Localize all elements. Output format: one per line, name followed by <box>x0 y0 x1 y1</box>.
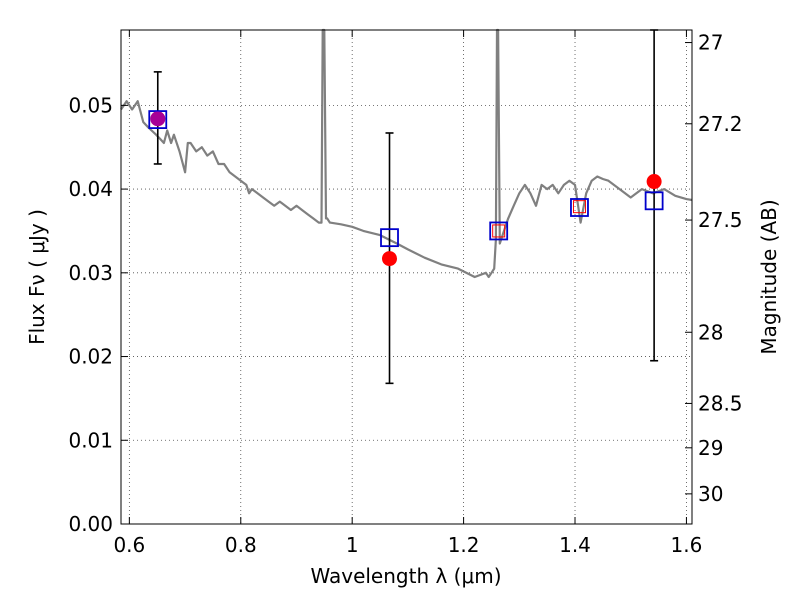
y2-axis-ticks: 27 27.2 27.5 28 28.5 29 30 <box>685 31 743 506</box>
y-tick-label: 0.00 <box>68 512 113 536</box>
model-spectrum-line <box>120 28 693 279</box>
x-tick-label: 0.6 <box>113 533 145 557</box>
y2-tick-label: 28 <box>698 320 723 344</box>
y-tick-label: 0.01 <box>68 428 113 452</box>
y-tick-label: 0.05 <box>68 93 113 117</box>
overlap-marker <box>150 111 166 127</box>
y-tick-label: 0.02 <box>68 345 113 369</box>
model-photometry-marker <box>148 110 168 129</box>
non-detection-marker <box>572 200 586 214</box>
errorbar-layer <box>153 29 659 385</box>
observed-points-layer <box>150 111 662 267</box>
plot-frame <box>120 29 693 525</box>
non-detection-marker <box>492 224 506 238</box>
y2-tick-label: 27 <box>698 31 723 55</box>
x-tick-label: 1.4 <box>559 533 591 557</box>
grid-lines <box>121 30 692 524</box>
y2-axis-label: Magnitude (AB) <box>757 199 781 354</box>
x-tick-label: 1.2 <box>448 533 480 557</box>
y2-tick-label: 28.5 <box>698 391 743 415</box>
model-photometry-layer <box>148 110 664 248</box>
x-axis-label: Wavelength λ (μm) <box>310 564 501 588</box>
x-tick-label: 0.8 <box>225 533 257 557</box>
x-tick-label: 1.6 <box>671 533 703 557</box>
model-photometry-marker <box>570 198 589 217</box>
x-axis-ticks: 0.6 0.8 1 1.2 1.4 1.6 <box>113 30 702 557</box>
observed-point <box>382 251 398 267</box>
y-axis-label: Flux Fν ( μJy ) <box>25 209 49 345</box>
y-tick-label: 0.04 <box>68 177 113 201</box>
model-spectrum-layer <box>120 28 693 279</box>
y-tick-label: 0.03 <box>68 261 113 285</box>
model-photometry-marker <box>489 221 509 241</box>
y-axis-ticks: 0.00 0.01 0.02 0.03 0.04 0.05 <box>68 93 128 536</box>
observed-point <box>646 174 662 190</box>
y2-tick-label: 27.5 <box>698 208 743 232</box>
y2-tick-label: 27.2 <box>698 112 743 136</box>
x-tick-label: 1 <box>346 533 359 557</box>
model-photometry-marker <box>644 191 664 211</box>
model-photometry-marker <box>380 228 399 248</box>
y2-tick-label: 29 <box>698 436 723 460</box>
y2-tick-label: 30 <box>698 482 723 506</box>
